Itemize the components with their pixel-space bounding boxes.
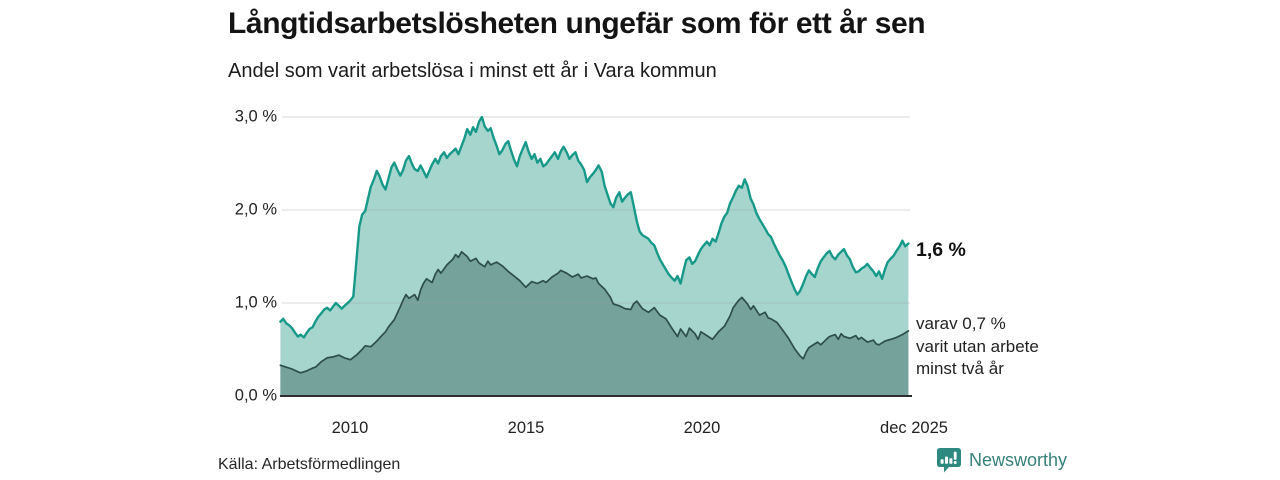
area-fill-1 — [280, 251, 909, 396]
newsworthy-logo: Newsworthy — [936, 447, 1067, 474]
x-tick-dec-2025: dec 2025 — [880, 419, 948, 437]
y-tick-0: 0,0 % — [234, 386, 277, 405]
source-credit: Källa: Arbetsförmedlingen — [218, 456, 401, 473]
two-year-note: varav 0,7 % varit utan arbete minst två … — [916, 313, 1039, 381]
two-year-note-line3: minst två år — [916, 359, 1004, 378]
y-tick-2: 2,0 % — [234, 200, 277, 219]
newsworthy-wordmark: Newsworthy — [969, 450, 1068, 470]
y-tick-3: 3,0 % — [234, 107, 277, 126]
chart-subtitle: Andel som varit arbetslösa i minst ett å… — [228, 60, 717, 82]
page-title: Långtidsarbetslösheten ungefär som för e… — [228, 7, 926, 40]
series-line-0 — [279, 115, 910, 339]
x-tick-2010: 2010 — [331, 419, 369, 437]
y-tick-1: 1,0 % — [234, 293, 277, 312]
newsworthy-icon — [937, 448, 961, 473]
series-line-1 — [279, 250, 910, 374]
two-year-note-line2: varit utan arbete — [916, 336, 1039, 356]
unemployment-area-chart — [279, 115, 912, 397]
x-tick-2015: 2015 — [507, 419, 545, 437]
x-tick-2020: 2020 — [683, 419, 721, 437]
latest-value-label: 1,6 % — [916, 239, 966, 261]
two-year-note-line1: varav 0,7 % — [916, 314, 1006, 333]
